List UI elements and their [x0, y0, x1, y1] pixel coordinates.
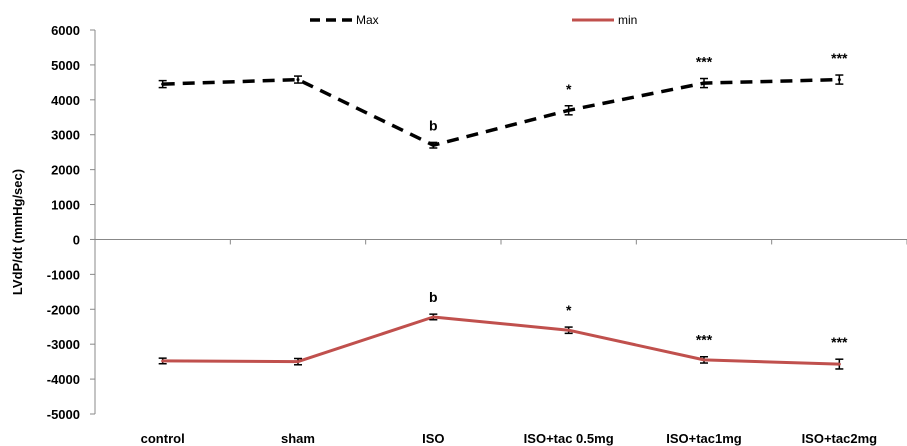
- data-point: [161, 82, 165, 86]
- data-point: [837, 78, 841, 82]
- y-tick-label: -1000: [47, 267, 80, 282]
- data-point: [296, 360, 300, 364]
- significance-label: *: [566, 302, 572, 318]
- legend-label: Max: [356, 13, 379, 27]
- significance-label: ***: [831, 334, 848, 350]
- data-point: [567, 108, 571, 112]
- data-point: [837, 362, 841, 366]
- y-tick-label: 0: [73, 232, 80, 247]
- significance-label: ***: [696, 54, 713, 70]
- x-tick-label: ISO: [422, 431, 444, 446]
- y-tick-label: -3000: [47, 337, 80, 352]
- y-tick-label: 2000: [51, 163, 80, 178]
- y-tick-labels: 6000 5000 4000 3000 2000 1000 0 -1000 -2000 -3000…: [47, 23, 80, 422]
- data-point: [702, 358, 706, 362]
- y-tick-label: 3000: [51, 128, 80, 143]
- annotations: b**** ***b**** ***: [429, 50, 848, 350]
- x-tick-labels: control sham ISO ISO+tac 0.5mg ISO+tac1mg ISO…: [141, 431, 878, 446]
- y-tick-label: 4000: [51, 93, 80, 108]
- significance-label: *: [566, 81, 572, 97]
- data-point: [702, 81, 706, 85]
- data-point: [161, 359, 165, 363]
- significance-label: b: [429, 289, 438, 305]
- y-tick-label: -2000: [47, 302, 80, 317]
- data-point: [567, 328, 571, 332]
- y-tick-label: 5000: [51, 58, 80, 73]
- y-tick-label: 1000: [51, 198, 80, 213]
- axes: [90, 29, 907, 415]
- data-point: [296, 78, 300, 82]
- x-tick-label: sham: [281, 431, 315, 446]
- series-lines: [158, 74, 844, 370]
- x-tick-label: ISO+tac 0.5mg: [524, 431, 614, 446]
- y-tick-label: -4000: [47, 372, 80, 387]
- legend: Max min: [310, 13, 637, 27]
- data-point: [431, 315, 435, 319]
- data-point: [431, 143, 435, 147]
- x-tick-label: ISO+tac1mg: [666, 431, 742, 446]
- y-axis-label: LVdP/dt (mmHg/sec): [10, 169, 25, 295]
- significance-label: ***: [831, 50, 848, 66]
- significance-label: b: [429, 117, 438, 133]
- x-tick-label: ISO+tac2mg: [802, 431, 878, 446]
- x-tick-label: control: [141, 431, 185, 446]
- series-line-min: [162, 315, 840, 366]
- y-tick-label: -5000: [47, 407, 80, 422]
- legend-label: min: [618, 13, 637, 27]
- series-line-Max: [162, 77, 840, 147]
- y-tick-label: 6000: [51, 23, 80, 38]
- significance-label: ***: [696, 332, 713, 348]
